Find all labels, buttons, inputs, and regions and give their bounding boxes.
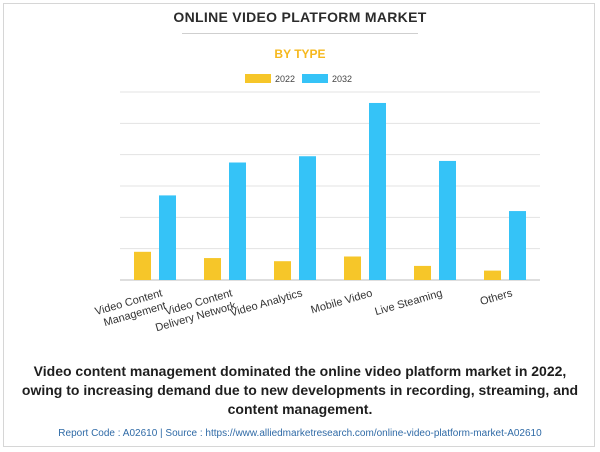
bar-2032-1 [229,162,246,280]
bar-2032-2 [299,156,316,280]
gridlines [120,91,540,281]
bar-2032-0 [159,195,176,280]
chart-subtitle: BY TYPE [274,47,326,61]
legend-label-2022: 2022 [275,74,295,84]
legend-label-2032: 2032 [332,74,352,84]
x-tick-label: Live Steaming [374,287,444,318]
bar-2022-2 [274,261,291,280]
x-tick-label: Others [479,287,515,308]
bar-2032-3 [369,102,386,280]
bar-2022-4 [414,265,431,280]
bar-2022-1 [204,258,221,280]
title-divider [182,33,418,34]
bar-2022-0 [134,251,151,280]
bar-2022-3 [344,256,361,280]
bar-2022-5 [484,270,501,280]
bars [134,102,526,280]
x-tick-label: Video Analytics [229,287,304,319]
bar-2032-5 [509,211,526,280]
x-tick-label: Mobile Video [310,287,374,316]
chart-title: ONLINE VIDEO PLATFORM MARKET [173,9,427,25]
source-link[interactable]: Report Code : A02610 | Source : https://… [58,428,542,439]
legend-swatch-2032 [302,74,328,83]
legend: 2022 2032 [245,74,352,84]
legend-swatch-2022 [245,74,271,83]
chart-caption: Video content management dominated the o… [21,363,579,417]
bar-2032-4 [439,160,456,280]
